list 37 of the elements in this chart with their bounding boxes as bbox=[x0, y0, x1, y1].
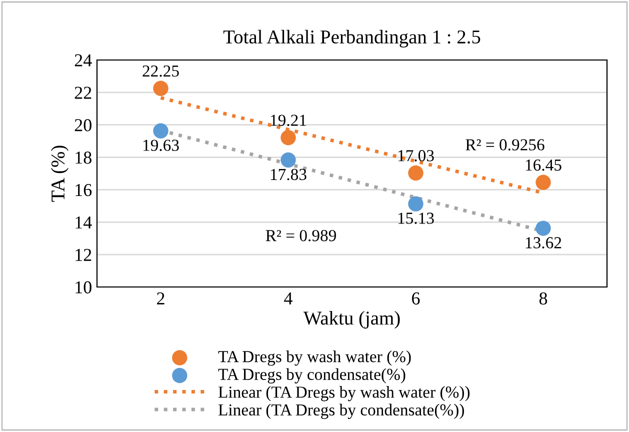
y-tick-label: 12 bbox=[76, 248, 92, 261]
point bbox=[153, 80, 168, 96]
x-tick-label: 8 bbox=[539, 292, 548, 305]
point bbox=[536, 174, 551, 190]
x-tick-label: 4 bbox=[284, 292, 292, 304]
point bbox=[536, 220, 551, 236]
data-label: 22.25 bbox=[142, 65, 179, 77]
y-tick-label: 14 bbox=[76, 216, 92, 228]
x-tick-label: 2 bbox=[157, 292, 164, 304]
y-axis-title: TA (%) bbox=[50, 146, 69, 202]
point bbox=[280, 130, 296, 146]
y-tick-label: 20 bbox=[74, 119, 92, 132]
y-tick-label: 16 bbox=[76, 184, 92, 196]
annotation: R² = 0.989 bbox=[266, 230, 336, 242]
data-label: 19.21 bbox=[270, 114, 306, 126]
point bbox=[280, 152, 296, 168]
chart-title: Total Alkali Perbandingan 1 : 2.5 bbox=[223, 30, 480, 48]
y-tick-label: 24 bbox=[74, 54, 92, 66]
legend-label: Linear (TA Dregs by wash water (%)) bbox=[218, 386, 470, 402]
point bbox=[408, 165, 424, 181]
data-label: 17.03 bbox=[398, 150, 434, 162]
data-label: 13.62 bbox=[526, 237, 562, 248]
annotation: R² = 0.9256 bbox=[466, 139, 544, 151]
point bbox=[408, 196, 424, 212]
legend-label: TA Dregs by wash water (%) bbox=[218, 350, 411, 366]
point bbox=[153, 123, 168, 138]
y-tick-label: 10 bbox=[76, 281, 92, 294]
data-label: 17.83 bbox=[270, 168, 306, 180]
x-axis-title: Waktu (jam) bbox=[303, 311, 400, 329]
legend-label: TA Dregs by condensate(%) bbox=[218, 368, 406, 384]
y-tick-label: 22 bbox=[74, 86, 92, 99]
data-label: 19.63 bbox=[143, 140, 179, 151]
y-tick-label: 18 bbox=[76, 152, 92, 164]
data-label: 16.45 bbox=[526, 160, 562, 171]
legend-label: Linear (TA Dregs by condensate(%)) bbox=[218, 404, 464, 419]
data-label: 15.13 bbox=[398, 212, 434, 224]
x-tick-label: 6 bbox=[412, 292, 420, 305]
